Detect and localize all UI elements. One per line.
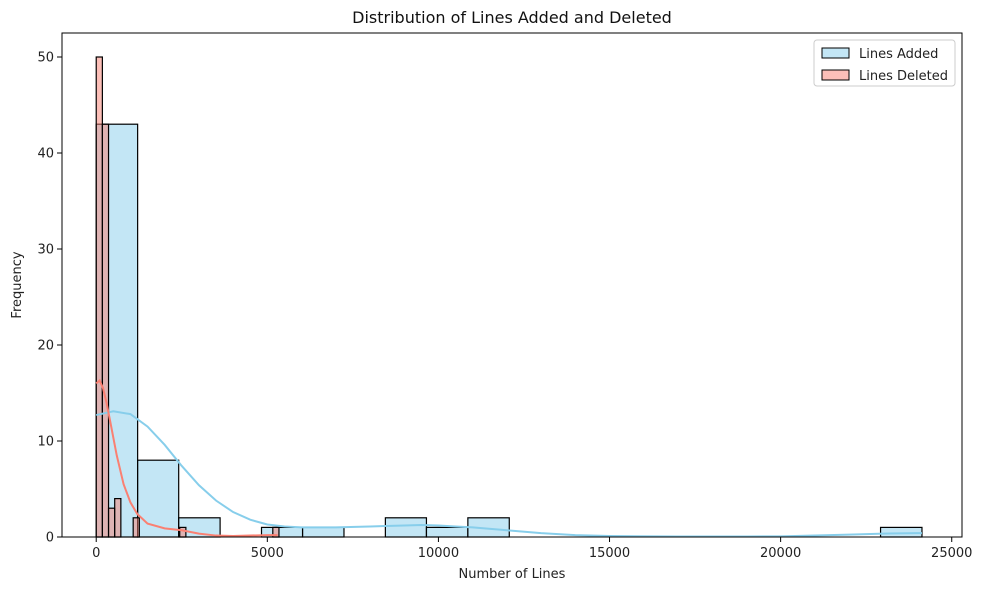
series-0-bar-6: [425, 526, 469, 538]
x-tick-label-2: 10000: [418, 546, 459, 561]
chart-title: Distribution of Lines Added and Deleted: [352, 8, 672, 27]
y-tick-label-2: 20: [37, 339, 54, 354]
series-1-bar-1: [101, 123, 110, 538]
legend-label-1: Lines Deleted: [859, 69, 948, 84]
y-tick-label-4: 40: [37, 147, 54, 162]
plot-area: 0 5000 10000 15000 20000 25000 0 10 20 30 40 50: [37, 32, 972, 561]
legend: Lines Added Lines Deleted: [813, 39, 956, 87]
series-1-bar-0: [95, 56, 103, 538]
y-axis-title: Frequency: [10, 251, 25, 318]
x-tick-label-4: 20000: [760, 546, 801, 561]
legend-swatch-1: [821, 69, 850, 81]
series-1-bar-5: [179, 526, 187, 538]
series-0-kde-line: [96, 410, 922, 538]
y-tick-label-5: 50: [37, 51, 54, 66]
y-tick-label-1: 10: [37, 435, 54, 450]
x-tick-label-5: 25000: [931, 546, 972, 561]
series-0-bar-5: [384, 517, 428, 538]
x-tick-label-1: 5000: [251, 546, 284, 561]
series-1-kde-line: [95, 378, 278, 538]
series-1-bars: [95, 56, 280, 538]
y-tick-label-3: 30: [37, 243, 54, 258]
legend-swatch-0: [821, 47, 850, 59]
x-tick-label-3: 15000: [589, 546, 630, 561]
series-1-bar-4: [132, 517, 140, 538]
series-0-bar-1: [137, 459, 180, 538]
plot-frame: [61, 32, 963, 538]
series-0-bars: [95, 123, 923, 538]
series-1-bar-2: [107, 507, 116, 538]
series-0-bar-4: [301, 526, 345, 538]
legend-label-0: Lines Added: [859, 47, 938, 62]
x-axis-title: Number of Lines: [459, 567, 566, 582]
y-tick-label-0: 0: [46, 531, 54, 546]
series-1-bar-3: [114, 498, 122, 538]
x-tick-label-0: 0: [92, 546, 100, 561]
